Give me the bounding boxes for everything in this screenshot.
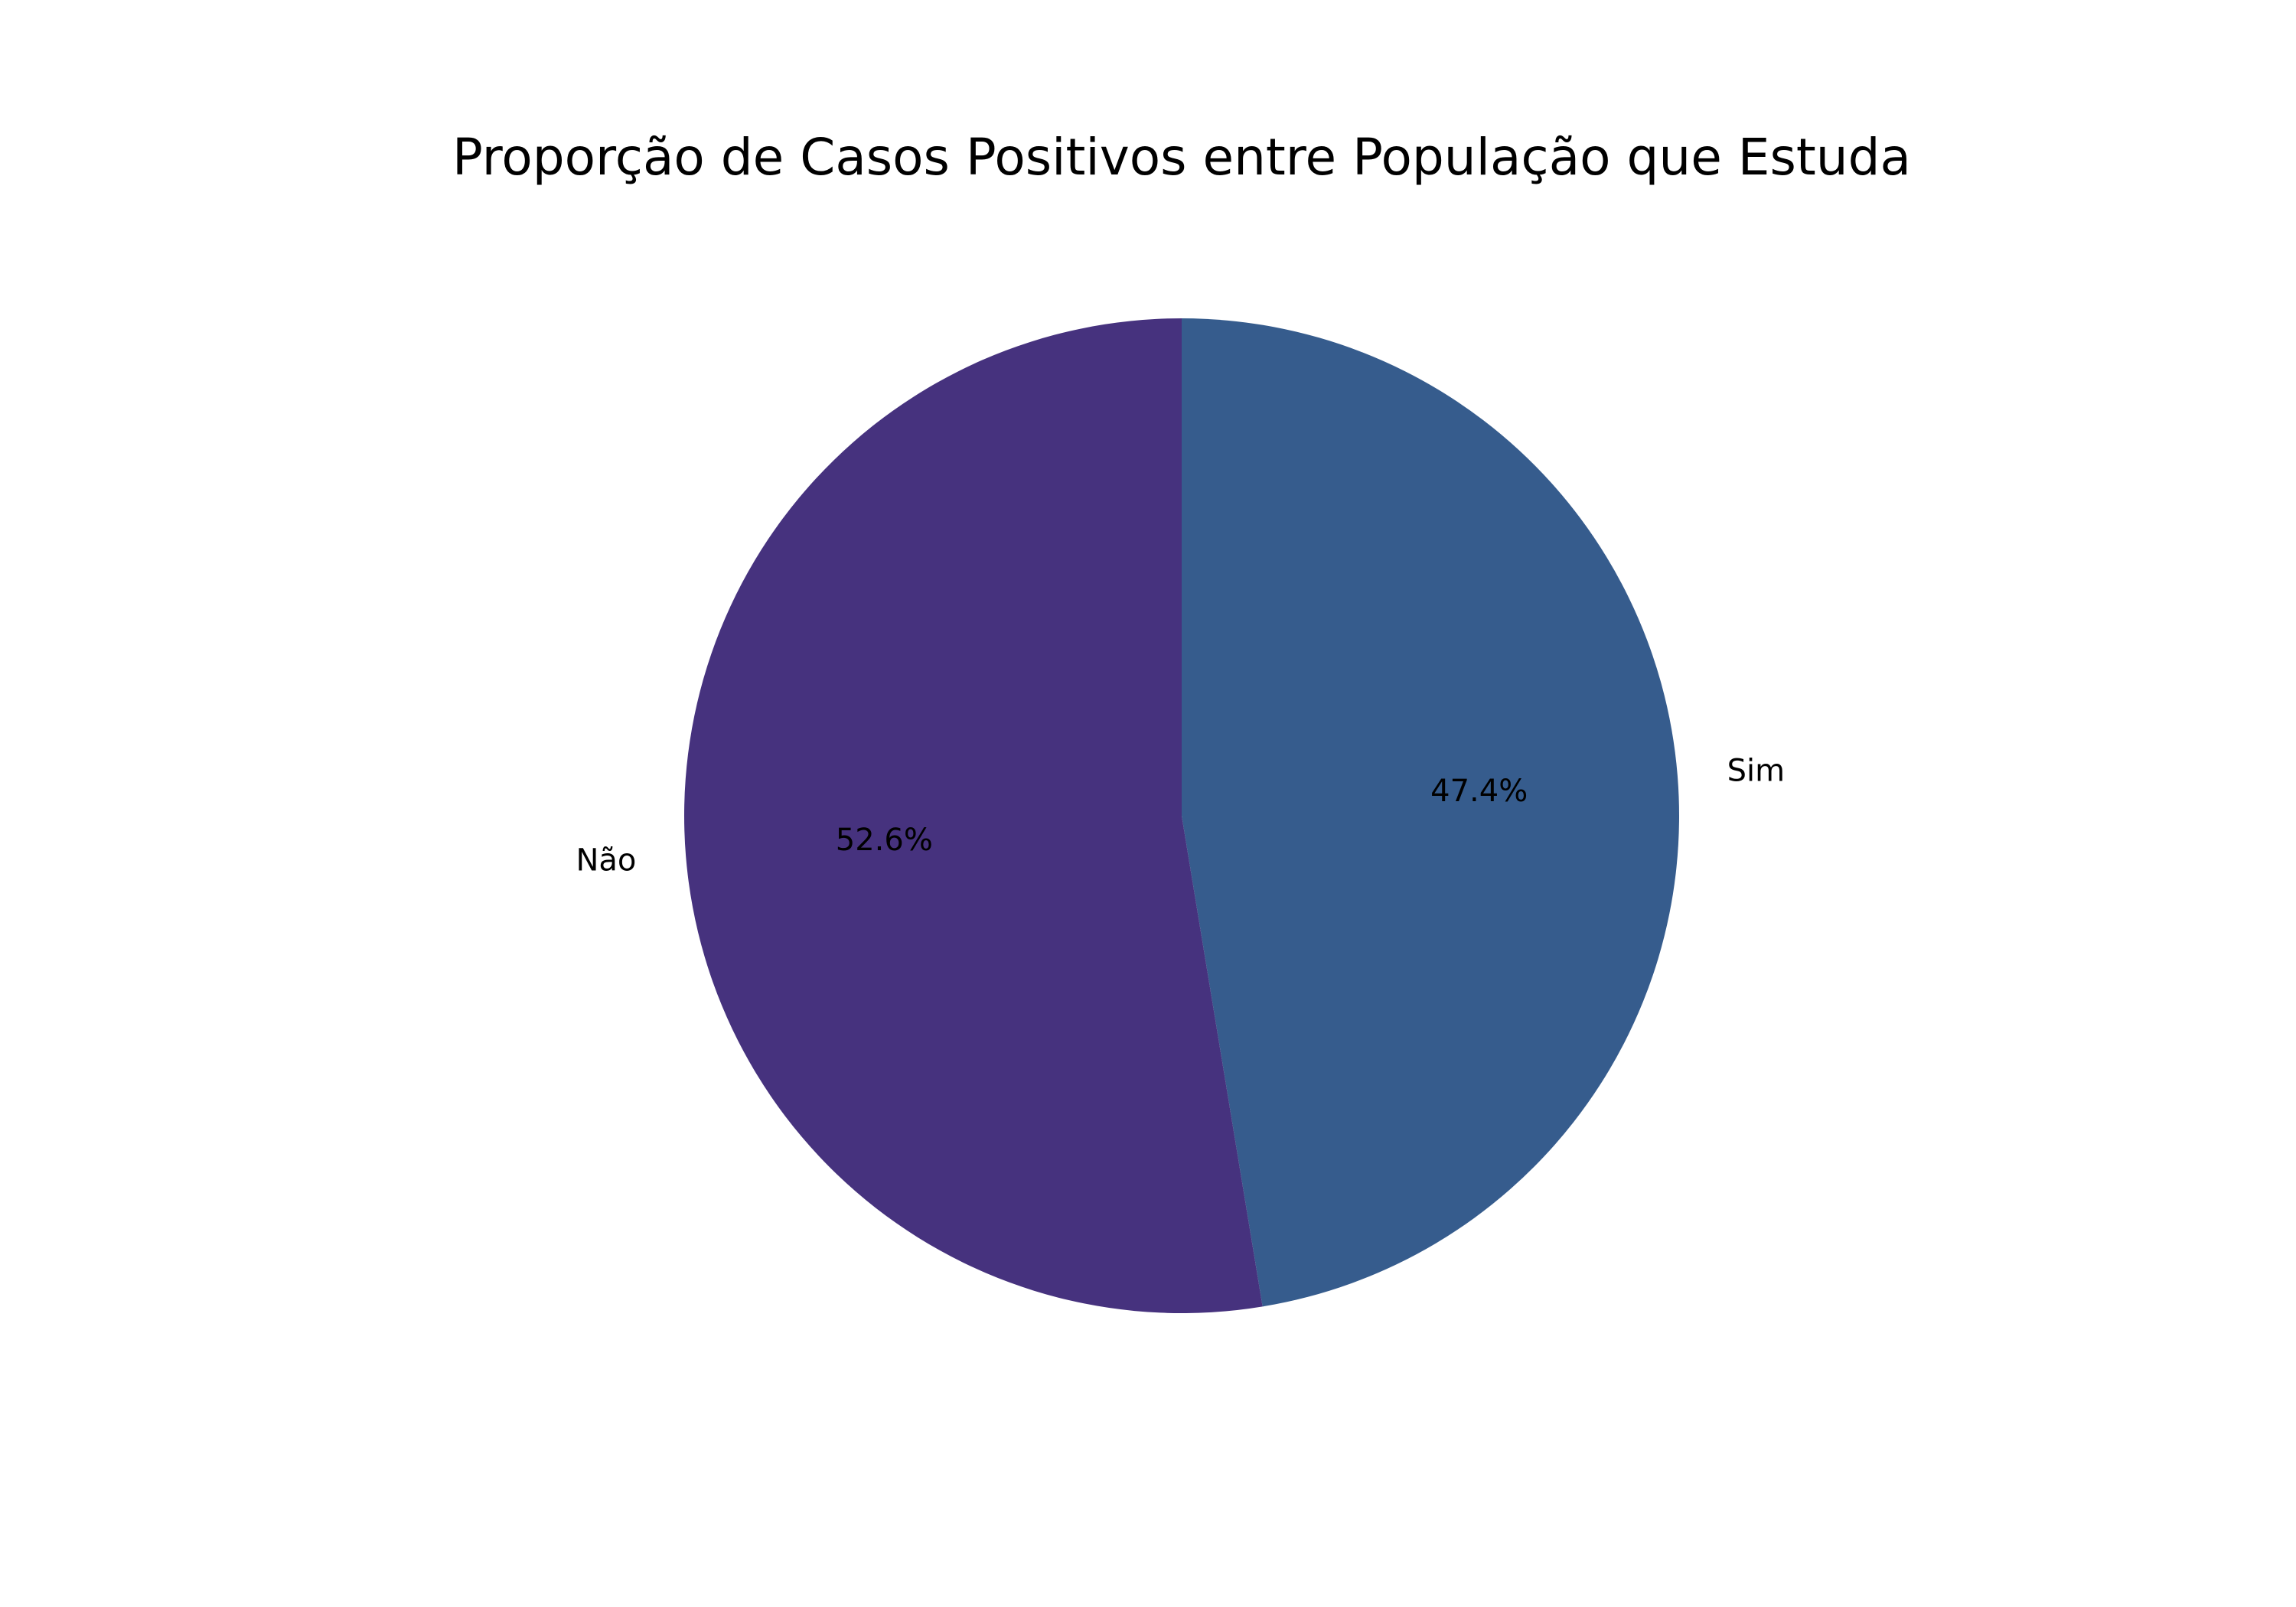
slice-label-sim: Sim xyxy=(1727,754,1785,789)
pie-slice-sim xyxy=(1182,318,1679,1307)
pie-slice-nao xyxy=(683,318,1263,1313)
chart-title: Proporção de Casos Positivos entre Popul… xyxy=(452,128,1911,187)
pie-slices xyxy=(683,318,1679,1313)
slice-label-nao: Não xyxy=(576,843,636,878)
slice-percent-nao: 52.6% xyxy=(836,823,933,858)
pie-labels: Sim 47.4% Não 52.6% xyxy=(576,754,1785,878)
slice-percent-sim: 47.4% xyxy=(1430,774,1528,809)
